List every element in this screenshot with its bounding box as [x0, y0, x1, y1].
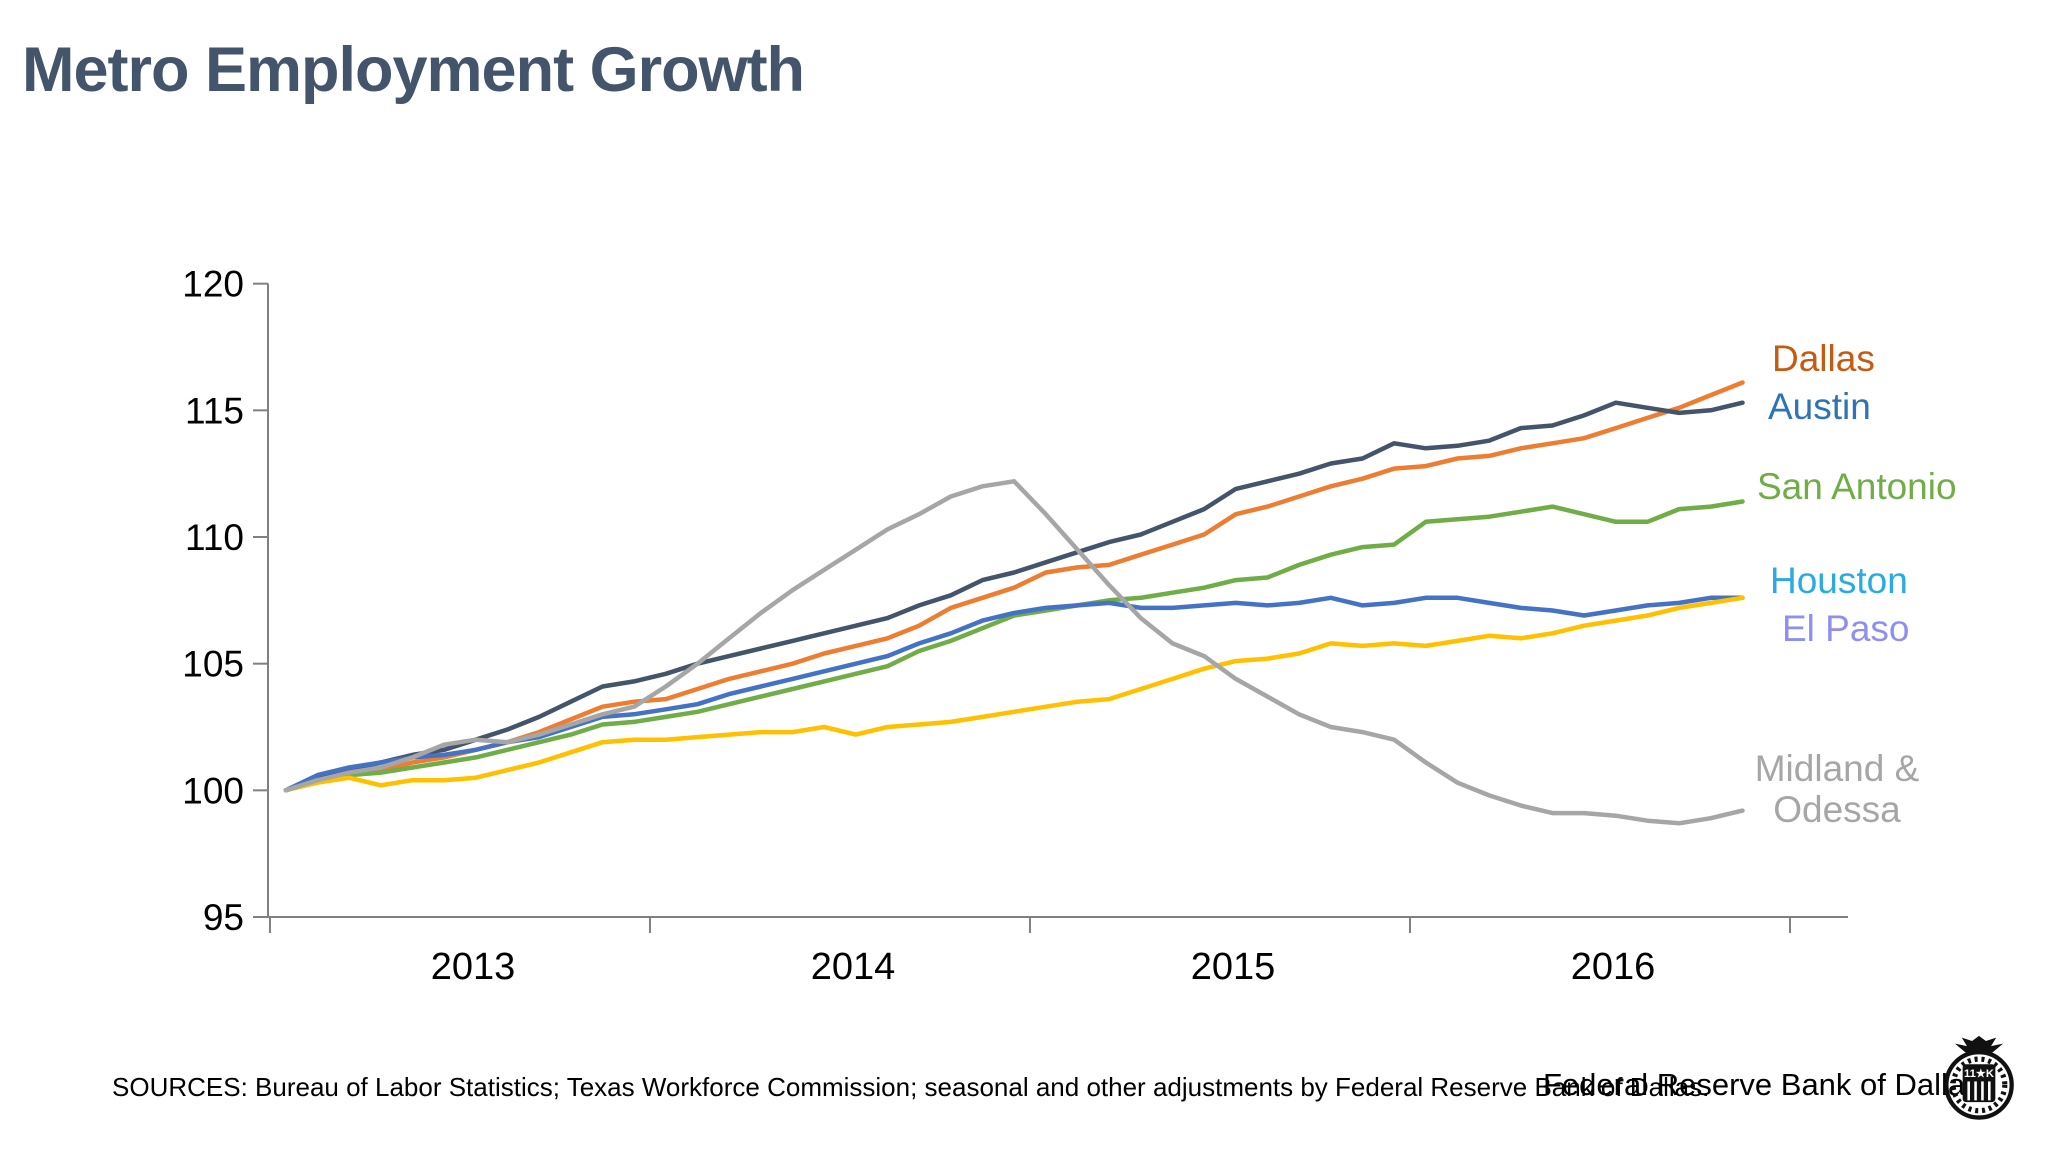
- x-tick-label: 2015: [1191, 946, 1276, 988]
- y-tick-label: 120: [182, 264, 244, 305]
- x-tick-label: 2014: [811, 946, 896, 988]
- series-line-midland_odessa: [283, 479, 1745, 826]
- y-tick-label: 115: [185, 390, 244, 431]
- x-tick-label: 2013: [431, 946, 516, 988]
- series-line-san_antonio: [283, 499, 1745, 793]
- y-tick-label: 105: [182, 644, 244, 685]
- page-title: Metro Employment Growth: [22, 35, 805, 105]
- legend-label-el_paso: El Paso: [1782, 608, 1910, 649]
- seal-text: 11★K: [1964, 1068, 1994, 1080]
- org-name: Federal Reserve Bank of Dallas: [1543, 1067, 1981, 1102]
- legend-label-midland_odessa: Midland & Odessa: [1754, 748, 1920, 831]
- x-tick-label: 2016: [1571, 946, 1656, 988]
- y-tick-label: 95: [203, 897, 244, 938]
- series-line-austin: [283, 400, 1745, 793]
- legend-label-dallas: Dallas: [1772, 338, 1875, 379]
- legend-label-austin: Austin: [1768, 386, 1871, 427]
- series-line-el_paso: [283, 595, 1745, 793]
- series-line-houston: [283, 595, 1745, 793]
- sources-note: SOURCES: Bureau of Labor Statistics; Tex…: [112, 1072, 1710, 1102]
- fed-dallas-seal-icon: 11★K: [1944, 1035, 2014, 1120]
- y-tick-label: 100: [182, 770, 244, 811]
- legend-label-san_antonio: San Antonio: [1757, 466, 1957, 507]
- legend-label-houston: Houston: [1770, 560, 1908, 601]
- y-tick-label: 110: [185, 517, 244, 558]
